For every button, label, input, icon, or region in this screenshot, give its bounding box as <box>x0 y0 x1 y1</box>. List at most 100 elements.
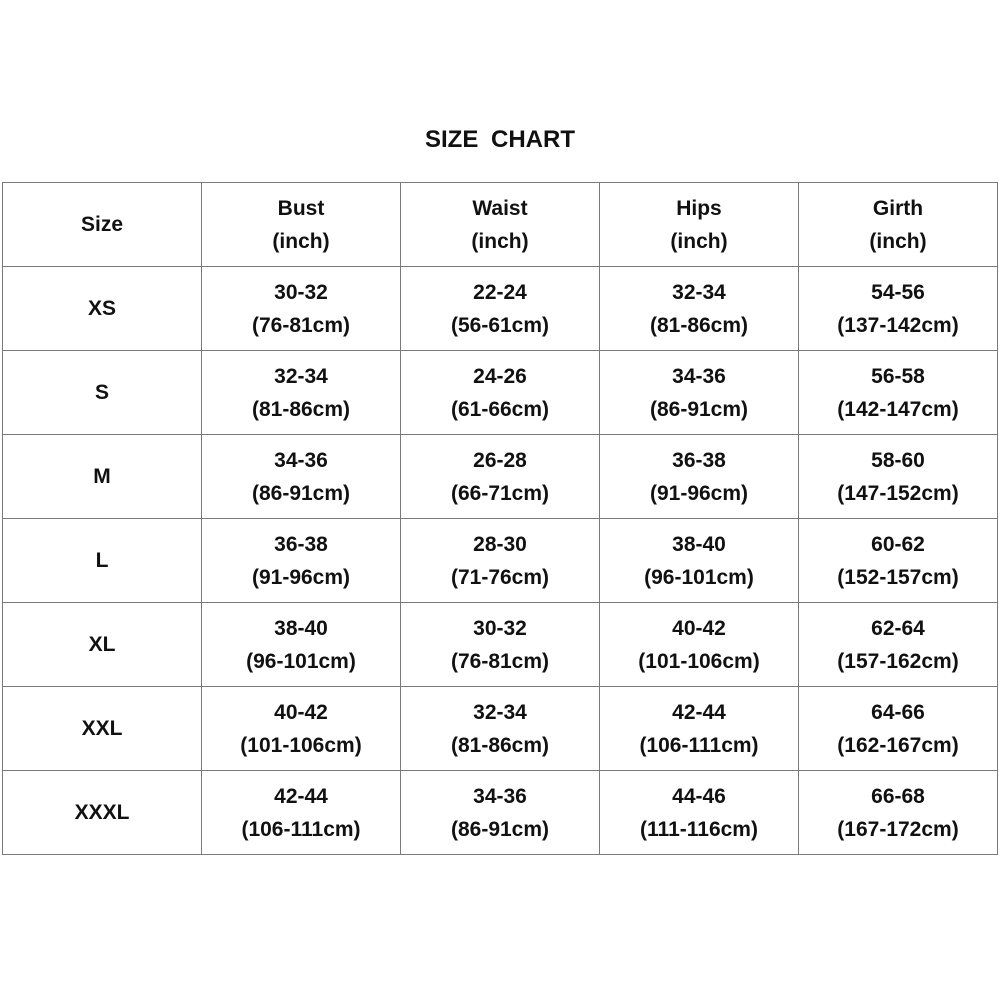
inch-range: 36-38 <box>672 448 726 472</box>
measurement-cell: 32-34 (81-86cm) <box>599 266 799 351</box>
cm-range: (101-106cm) <box>638 649 760 673</box>
header-label: Girth <box>872 196 924 220</box>
table-row: S 32-34 (81-86cm) 24-26 (61-66cm) 34-36 (86-91… <box>2 350 998 435</box>
measurement-cell: 28-30 (71-76cm) <box>400 518 600 603</box>
header-row: Size Bust (inch) Waist (inch) Hips (inch) Girth… <box>2 182 998 267</box>
measurement-cell: 32-34 (81-86cm) <box>400 686 600 771</box>
size-cell: XXXL <box>2 770 202 855</box>
measurement-cell: 22-24 (56-61cm) <box>400 266 600 351</box>
measurement-cell: 36-38 (91-96cm) <box>599 434 799 519</box>
header-cell: Girth (inch) <box>798 182 998 267</box>
table-row: XXXL 42-44 (106-111cm) 34-36 (86-91cm) 44-46 (… <box>2 770 998 855</box>
measurement-cell: 30-32 (76-81cm) <box>400 602 600 687</box>
inch-range: 42-44 <box>672 700 726 724</box>
size-cell: L <box>2 518 202 603</box>
inch-range: 40-42 <box>274 700 328 724</box>
cm-range: (96-101cm) <box>246 649 356 673</box>
measurement-cell: 42-44 (106-111cm) <box>201 770 401 855</box>
header-unit: (inch) <box>670 229 728 253</box>
measurement-cell: 60-62 (152-157cm) <box>798 518 998 603</box>
measurement-cell: 64-66 (162-167cm) <box>798 686 998 771</box>
size-label: S <box>94 381 109 404</box>
cm-range: (81-86cm) <box>649 313 749 337</box>
measurement-cell: 62-64 (157-162cm) <box>798 602 998 687</box>
cm-range: (61-66cm) <box>450 397 550 421</box>
cm-range: (106-111cm) <box>241 817 361 841</box>
cm-range: (56-61cm) <box>450 313 550 337</box>
table-row: M 34-36 (86-91cm) 26-28 (66-71cm) 36-38 (91-96… <box>2 434 998 519</box>
cm-range: (101-106cm) <box>240 733 362 757</box>
header-cell: Bust (inch) <box>201 182 401 267</box>
size-cell: S <box>2 350 202 435</box>
size-label: XXL <box>81 717 123 740</box>
measurement-cell: 34-36 (86-91cm) <box>599 350 799 435</box>
cm-range: (167-172cm) <box>837 817 959 841</box>
inch-range: 30-32 <box>473 616 527 640</box>
measurement-cell: 44-46 (111-116cm) <box>599 770 799 855</box>
inch-range: 58-60 <box>871 448 925 472</box>
size-label: M <box>93 465 111 488</box>
inch-range: 32-34 <box>672 280 726 304</box>
inch-range: 30-32 <box>274 280 328 304</box>
measurement-cell: 66-68 (167-172cm) <box>798 770 998 855</box>
inch-range: 32-34 <box>274 364 328 388</box>
cm-range: (147-152cm) <box>837 481 959 505</box>
inch-range: 56-58 <box>871 364 925 388</box>
measurement-cell: 24-26 (61-66cm) <box>400 350 600 435</box>
size-cell: XL <box>2 602 202 687</box>
inch-range: 34-36 <box>672 364 726 388</box>
inch-range: 38-40 <box>274 616 328 640</box>
cm-range: (106-111cm) <box>639 733 759 757</box>
measurement-cell: 40-42 (101-106cm) <box>599 602 799 687</box>
size-label: XS <box>87 297 116 320</box>
header-label: Waist <box>472 196 528 220</box>
measurement-cell: 34-36 (86-91cm) <box>400 770 600 855</box>
header-cell: Waist (inch) <box>400 182 600 267</box>
cm-range: (76-81cm) <box>251 313 351 337</box>
cm-range: (157-162cm) <box>837 649 959 673</box>
header-unit: (inch) <box>471 229 529 253</box>
inch-range: 36-38 <box>274 532 328 556</box>
cm-range: (91-96cm) <box>251 565 351 589</box>
measurement-cell: 38-40 (96-101cm) <box>201 602 401 687</box>
size-chart-table: Size Bust (inch) Waist (inch) Hips (inch) Girth… <box>2 182 998 855</box>
inch-range: 60-62 <box>871 532 925 556</box>
table-row: L 36-38 (91-96cm) 28-30 (71-76cm) 38-40 (96-10… <box>2 518 998 603</box>
measurement-cell: 32-34 (81-86cm) <box>201 350 401 435</box>
size-cell: M <box>2 434 202 519</box>
inch-range: 24-26 <box>473 364 527 388</box>
cm-range: (111-116cm) <box>640 817 758 841</box>
header-cell: Size <box>2 182 202 267</box>
inch-range: 38-40 <box>672 532 726 556</box>
inch-range: 42-44 <box>274 784 328 808</box>
cm-range: (86-91cm) <box>649 397 749 421</box>
inch-range: 26-28 <box>473 448 527 472</box>
inch-range: 64-66 <box>871 700 925 724</box>
cm-range: (91-96cm) <box>649 481 749 505</box>
cm-range: (86-91cm) <box>450 817 550 841</box>
inch-range: 54-56 <box>871 280 925 304</box>
cm-range: (76-81cm) <box>450 649 550 673</box>
inch-range: 28-30 <box>473 532 527 556</box>
size-cell: XXL <box>2 686 202 771</box>
inch-range: 62-64 <box>871 616 925 640</box>
cm-range: (71-76cm) <box>450 565 550 589</box>
page-title: SIZE CHART <box>425 126 575 153</box>
measurement-cell: 30-32 (76-81cm) <box>201 266 401 351</box>
measurement-cell: 38-40 (96-101cm) <box>599 518 799 603</box>
cm-range: (162-167cm) <box>837 733 959 757</box>
measurement-cell: 54-56 (137-142cm) <box>798 266 998 351</box>
header-label: Size <box>80 213 124 236</box>
table-row: XXL 40-42 (101-106cm) 32-34 (81-86cm) 42-44 (1… <box>2 686 998 771</box>
inch-range: 44-46 <box>672 784 726 808</box>
inch-range: 22-24 <box>473 280 527 304</box>
cm-range: (96-101cm) <box>644 565 754 589</box>
cm-range: (81-86cm) <box>251 397 351 421</box>
inch-range: 32-34 <box>473 700 527 724</box>
measurement-cell: 42-44 (106-111cm) <box>599 686 799 771</box>
cm-range: (66-71cm) <box>450 481 550 505</box>
header-unit: (inch) <box>272 229 330 253</box>
inch-range: 66-68 <box>871 784 925 808</box>
table-row: XS 30-32 (76-81cm) 22-24 (56-61cm) 32-34 (81-8… <box>2 266 998 351</box>
cm-range: (152-157cm) <box>837 565 959 589</box>
